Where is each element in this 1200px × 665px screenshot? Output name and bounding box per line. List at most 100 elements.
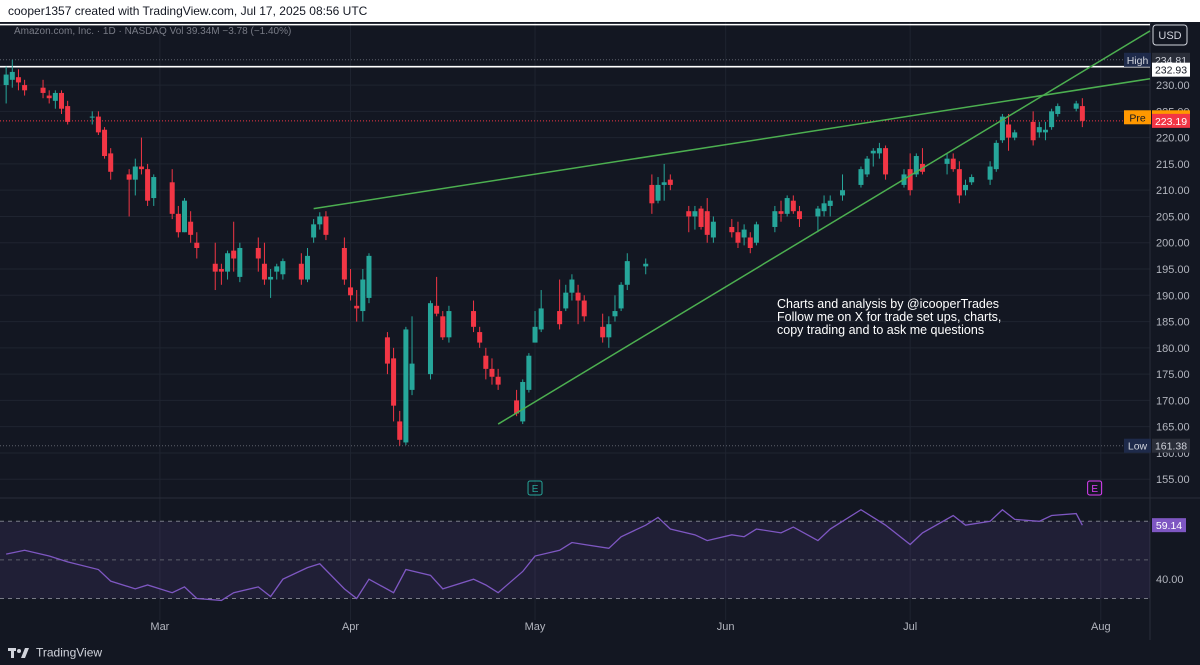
candle-body	[784, 198, 790, 214]
price-badge-prev	[1152, 62, 1190, 77]
candle-body	[870, 150, 876, 154]
candle-body	[1036, 127, 1042, 133]
candle-body	[729, 226, 735, 233]
credit-text: cooper1357 created with TradingView.com,…	[8, 4, 368, 18]
candle-body	[993, 142, 999, 170]
candle-body	[969, 177, 975, 183]
y-tick-label: 200.00	[1156, 238, 1190, 250]
candle-body	[471, 311, 477, 327]
footer-bar: TradingView	[0, 640, 1200, 665]
price-badge-label-bg	[1124, 438, 1151, 453]
candle-body	[858, 169, 864, 185]
candle-body	[1079, 106, 1085, 121]
candle-body	[963, 184, 969, 191]
candle-body	[446, 311, 452, 338]
rsi-value-label: 59.14	[1156, 520, 1182, 532]
candle-body	[477, 332, 483, 343]
candle-body	[15, 77, 21, 83]
chart-legend: Amazon.com, Inc. · 1D · NASDAQ Vol 39.34…	[14, 26, 291, 37]
y-tick-label: 230.00	[1156, 80, 1190, 92]
candle-body	[3, 74, 9, 86]
analysis-annotation-line: Follow me on X for trade set ups, charts…	[777, 310, 1001, 324]
candle-body	[132, 166, 138, 180]
candle-body	[274, 266, 280, 272]
candle-body	[397, 421, 403, 440]
earnings-marker-label: E	[532, 484, 539, 495]
candle-body	[575, 292, 581, 301]
candle-body	[360, 279, 366, 312]
candle-body	[231, 250, 237, 259]
x-tick-label-mar: Mar	[150, 621, 169, 633]
candle-body	[268, 276, 274, 280]
candle-body	[747, 237, 753, 248]
candle-body	[821, 203, 827, 212]
chart-area[interactable]: Mar Apr May Jun Jul Aug 155.00 160.00 165.00 170.…	[0, 22, 1200, 640]
candle-body	[692, 211, 698, 217]
candle-body	[661, 182, 667, 185]
candle-body	[9, 71, 15, 80]
candle-body	[409, 363, 415, 390]
candle-body	[987, 166, 993, 180]
candle-body	[440, 316, 446, 338]
x-tick-label-aug: Aug	[1091, 621, 1111, 633]
candle-body	[796, 211, 802, 220]
currency-label: USD	[1158, 30, 1181, 42]
candle-body	[483, 355, 489, 369]
candle-body	[667, 179, 673, 185]
candle-body	[956, 169, 962, 196]
candle-body	[520, 382, 526, 422]
currency-box	[1152, 24, 1188, 46]
candle-body	[89, 116, 95, 118]
chart-svg[interactable]: Mar Apr May Jun Jul Aug155.00160.00165.00170.…	[0, 22, 1200, 640]
candle-body	[612, 311, 618, 317]
candle-body	[194, 242, 200, 248]
y-tick-label: 190.00	[1156, 290, 1190, 302]
candle-body	[840, 190, 846, 196]
candle-body	[218, 269, 224, 272]
footer-brand: TradingView	[36, 645, 103, 660]
earnings-marker	[527, 480, 543, 496]
candle-body	[557, 311, 563, 325]
candle-body	[126, 174, 132, 180]
candle-body	[686, 211, 692, 217]
candle-body	[317, 216, 323, 225]
trendline-1	[313, 78, 1151, 210]
candle-body	[999, 116, 1005, 141]
candle-body	[341, 247, 347, 280]
candle-body	[255, 247, 261, 259]
x-tick-label-jul: Jul	[903, 621, 917, 633]
candle-body	[403, 329, 409, 443]
x-tick-label-apr: Apr	[342, 621, 359, 633]
candle-body	[1073, 103, 1079, 109]
y-tick-label: 175.00	[1156, 369, 1190, 381]
candle-body	[22, 85, 28, 91]
price-badge-last	[1152, 113, 1190, 128]
candle-body	[40, 87, 46, 93]
candle-body	[538, 308, 544, 330]
candle-body	[526, 355, 532, 390]
candle-body	[1006, 124, 1012, 138]
price-badge-value: 161.38	[1155, 441, 1187, 453]
candle-body	[618, 284, 624, 309]
candle-body	[354, 305, 360, 309]
candle-body	[225, 253, 231, 272]
earnings-marker-label: E	[1091, 484, 1098, 495]
candle-body	[95, 116, 101, 133]
candle-body	[138, 166, 144, 170]
price-badge-label-bg	[1124, 110, 1151, 125]
candle-body	[883, 148, 889, 175]
candle-body	[790, 200, 796, 212]
price-badge-value: 232.93	[1155, 65, 1187, 77]
candle-body	[298, 263, 304, 280]
candle-body	[348, 287, 354, 296]
candle-body	[434, 305, 440, 314]
price-badge-label-bg	[1124, 52, 1151, 67]
earnings-marker	[1087, 480, 1103, 496]
candle-body	[698, 208, 704, 227]
price-badge-low	[1152, 438, 1190, 453]
candle-body	[366, 255, 372, 298]
candle-body	[58, 92, 64, 109]
candle-body	[261, 263, 267, 280]
rsi-band	[0, 521, 1150, 599]
